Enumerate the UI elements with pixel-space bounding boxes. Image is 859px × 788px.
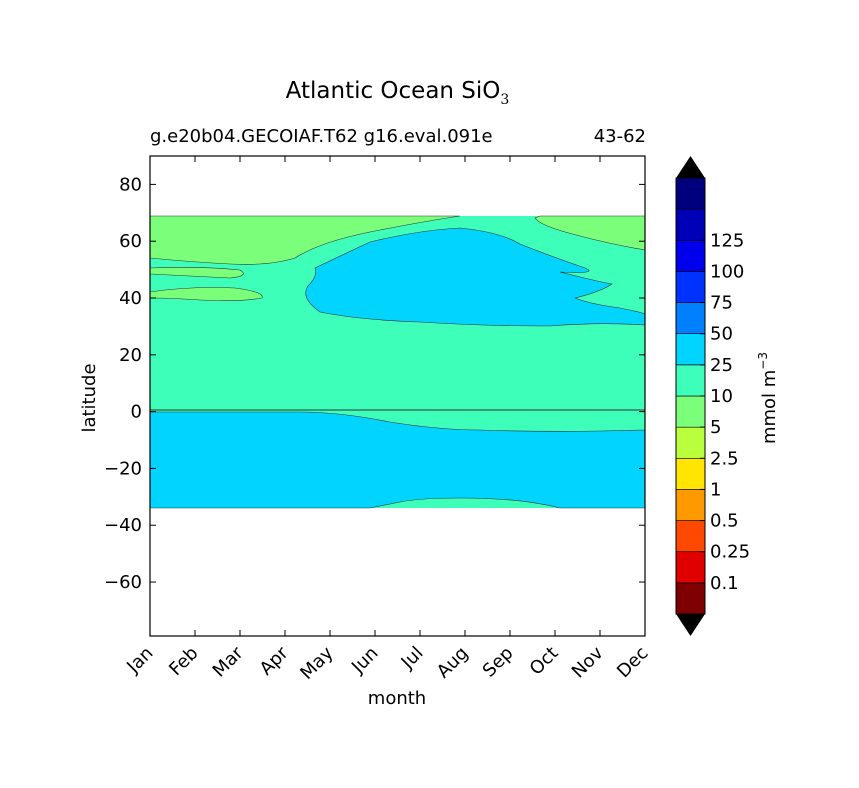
colorbar-segment xyxy=(675,489,706,521)
colorbar-segment xyxy=(675,395,706,428)
contour-band-5-10-northwest xyxy=(150,215,461,265)
y-axis: 80 60 40 20 0 −20 −40 −60 xyxy=(104,174,645,593)
y-tick-label: 80 xyxy=(119,174,142,195)
colorbar-tick-label: 25 xyxy=(710,355,733,376)
y-axis-label: latitude xyxy=(79,363,100,432)
colorbar-tick-label: 2.5 xyxy=(710,448,739,469)
plot-frame xyxy=(149,155,646,637)
x-tick-label: Apr xyxy=(256,642,293,679)
chart-title: Atlantic Ocean SiO3 xyxy=(285,78,510,108)
colorbar-tick-label: 5 xyxy=(710,417,721,438)
colorbar-label: mmol m−3 xyxy=(756,352,780,444)
y-tick-label: 20 xyxy=(119,345,142,366)
colorbar-segment xyxy=(675,582,706,615)
y-tick-label: −40 xyxy=(104,515,142,536)
contour-blob-5-10-b xyxy=(150,287,263,301)
contour-plot-area xyxy=(150,215,645,509)
colorbar-segment xyxy=(675,177,706,210)
x-tick-label: Nov xyxy=(568,642,608,682)
y-tick-label: −60 xyxy=(104,572,142,593)
colorbar-segment xyxy=(675,333,706,366)
colorbar-tick-label: 1 xyxy=(710,479,721,500)
x-tick-label: May xyxy=(296,642,337,683)
contour-blob-5-10-a xyxy=(150,267,244,279)
contour-band-1-2.5-south xyxy=(150,411,645,509)
chart-subtitle-left: g.e20b04.GECOIAF.T62 g16.eval.091e xyxy=(150,126,493,147)
x-tick-label: Jan xyxy=(122,643,157,678)
y-tick-label: −20 xyxy=(104,458,142,479)
x-tick-label: Jul xyxy=(397,643,428,674)
colorbar-tick-label: 100 xyxy=(710,261,744,282)
x-tick-label: Oct xyxy=(526,643,563,680)
x-tick-label: Sep xyxy=(479,643,518,682)
colorbar-tick-label: 125 xyxy=(710,230,744,251)
chart-subtitle-right: 43-62 xyxy=(593,126,646,147)
colorbar-tick-label: 50 xyxy=(710,324,733,345)
colorbar-segment xyxy=(675,364,706,397)
colorbar-segment xyxy=(675,520,706,553)
colorbar-tick-label: 75 xyxy=(710,293,733,314)
colorbar-segment xyxy=(675,271,706,303)
y-tick-label: 0 xyxy=(131,402,142,423)
colorbar-segment xyxy=(675,426,706,459)
colorbar-tick-label: 10 xyxy=(710,386,733,407)
x-tick-label: Dec xyxy=(613,643,652,682)
x-tick-label: Feb xyxy=(165,643,202,680)
colorbar-tick-label: 0.25 xyxy=(710,542,750,563)
colorbar-segment xyxy=(675,457,706,490)
colorbar-extend-max xyxy=(676,156,705,178)
contour-band-5-10-northeast xyxy=(534,215,645,251)
x-tick-label: Mar xyxy=(209,642,248,681)
colorbar-segment xyxy=(675,302,706,335)
x-tick-label: Aug xyxy=(433,643,473,683)
colorbar-tick-label: 0.1 xyxy=(710,573,739,594)
colorbar-tick-label: 0.5 xyxy=(710,511,739,532)
colorbar-extend-min xyxy=(676,614,705,636)
x-axis-label: month xyxy=(368,688,426,709)
y-tick-label: 40 xyxy=(119,288,142,309)
y-tick-label: 60 xyxy=(119,231,142,252)
x-tick-label: Jun xyxy=(347,643,382,678)
colorbar-segment xyxy=(675,551,706,584)
colorbar-segment xyxy=(675,208,706,241)
colorbar: 0.1 0.25 0.5 1 2.5 5 10 25 50 75 100 125 xyxy=(675,156,750,636)
contour-band-1-2.5-north xyxy=(305,227,645,327)
colorbar-segment xyxy=(675,239,706,272)
